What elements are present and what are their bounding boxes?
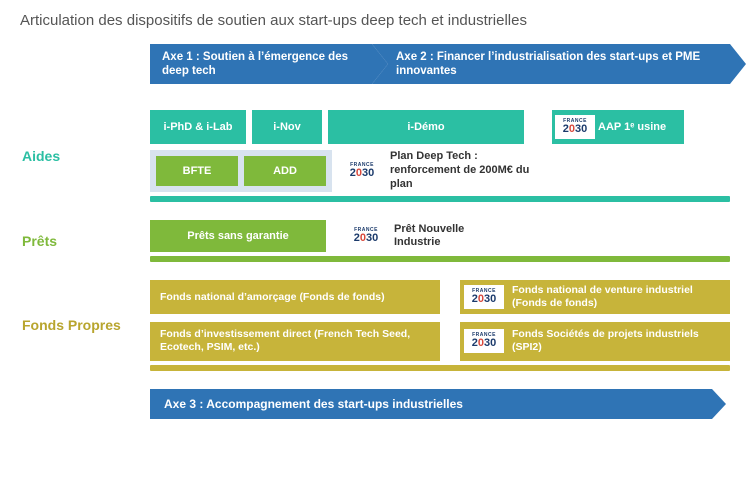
box-fonds-venture-industriel: FRANCE 2030 Fonds national de venture in… bbox=[460, 280, 730, 314]
box-fonds-amorcage: Fonds national d’amorçage (Fonds de fond… bbox=[150, 280, 440, 314]
diagram: Axe 1 : Soutien à l’émergence des deep t… bbox=[20, 44, 730, 419]
fonds-underline bbox=[150, 365, 730, 371]
aides-row1: i-PhD & i-Lab i-Nov i-Démo FRANCE 2030 A… bbox=[150, 110, 730, 144]
pni-text: Prêt Nouvelle Industrie bbox=[394, 223, 504, 249]
fonds-label: Fonds Propres bbox=[20, 317, 140, 333]
axe-2-label: Axe 2 : Financer l’industrialisation des… bbox=[396, 50, 716, 79]
france-2030-logo: FRANCE 2030 bbox=[555, 115, 595, 139]
box-pret-nouvelle-industrie: FRANCE 2030 Prêt Nouvelle Industrie bbox=[346, 220, 504, 252]
box-bfte: BFTE bbox=[156, 156, 238, 186]
box-add: ADD bbox=[244, 156, 326, 186]
plan-deep-tech: FRANCE 2030 Plan Deep Tech : renforcemen… bbox=[338, 150, 540, 192]
box-aap-usine: FRANCE 2030 AAP 1ᵉ usine bbox=[552, 110, 684, 144]
axe-1-arrow: Axe 1 : Soutien à l’émergence des deep t… bbox=[150, 44, 372, 84]
box-idemo: i-Démo bbox=[328, 110, 524, 144]
prets-row: Prêts sans garantie FRANCE 2030 Prêt Nou… bbox=[150, 220, 730, 252]
plan-deep-tech-text: Plan Deep Tech : renforcement de 200M€ d… bbox=[390, 150, 540, 191]
box-prets-sans-garantie: Prêts sans garantie bbox=[150, 220, 326, 252]
page-title: Articulation des dispositifs de soutien … bbox=[0, 0, 750, 41]
box-inov: i-Nov bbox=[252, 110, 322, 144]
france-2030-logo: FRANCE 2030 bbox=[464, 285, 504, 309]
box-iphd-ilab: i-PhD & i-Lab bbox=[150, 110, 246, 144]
box-fonds-spi2: FRANCE 2030 Fonds Sociétés de projets in… bbox=[460, 322, 730, 360]
axe-1-label: Axe 1 : Soutien à l’émergence des deep t… bbox=[162, 50, 358, 79]
box-fonds-invest-direct: Fonds d’investissement direct (French Te… bbox=[150, 322, 440, 360]
section-prets: Prêts Prêts sans garantie FRANCE 2030 Pr… bbox=[20, 220, 730, 262]
prets-underline bbox=[150, 256, 730, 262]
fonds-grid: Fonds national d’amorçage (Fonds de fond… bbox=[150, 280, 730, 361]
box-aap-label: AAP 1ᵉ usine bbox=[598, 121, 666, 133]
section-fonds-propres: Fonds Propres Fonds national d’amorçage … bbox=[20, 280, 730, 371]
section-aides: Aides i-PhD & i-Lab i-Nov i-Démo FRANCE … bbox=[20, 110, 730, 202]
aides-row2: BFTE ADD FRANCE 2030 Plan Deep Tech : re… bbox=[150, 150, 730, 192]
aides-label: Aides bbox=[20, 148, 140, 164]
france-2030-logo: FRANCE 2030 bbox=[346, 224, 386, 248]
axes-row: Axe 1 : Soutien à l’émergence des deep t… bbox=[150, 44, 730, 88]
aides-pale-wrap: BFTE ADD bbox=[150, 150, 332, 192]
axe-3-arrow: Axe 3 : Accompagnement des start-ups ind… bbox=[150, 389, 712, 419]
france-2030-logo: FRANCE 2030 bbox=[464, 329, 504, 353]
france-2030-logo: FRANCE 2030 bbox=[342, 159, 382, 183]
prets-label: Prêts bbox=[20, 233, 140, 249]
aides-underline bbox=[150, 196, 730, 202]
axe-2-arrow: Axe 2 : Financer l’industrialisation des… bbox=[372, 44, 730, 84]
axe-3-label: Axe 3 : Accompagnement des start-ups ind… bbox=[164, 397, 463, 411]
